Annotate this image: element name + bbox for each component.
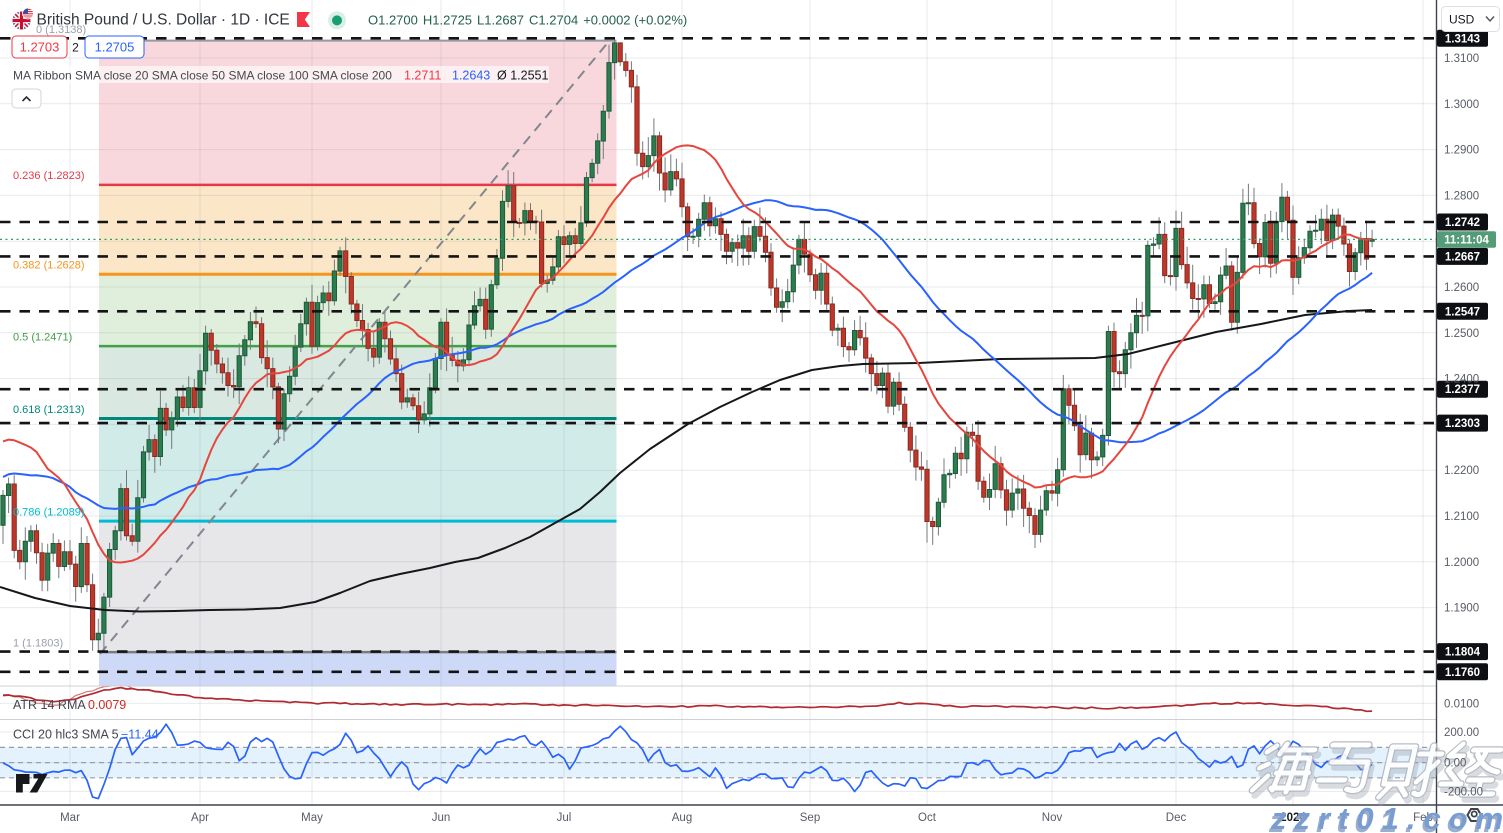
- svg-text:0.00: 0.00: [1444, 758, 1466, 770]
- svg-text:1.2643: 1.2643: [452, 69, 490, 83]
- svg-text:−11.44: −11.44: [121, 728, 159, 742]
- svg-text:1.3100: 1.3100: [1444, 53, 1479, 65]
- svg-text:0.0100: 0.0100: [1444, 698, 1479, 710]
- svg-text:1.2900: 1.2900: [1444, 145, 1479, 157]
- svg-text:1.1760: 1.1760: [1445, 667, 1480, 679]
- svg-text:200.00: 200.00: [1444, 727, 1479, 739]
- svg-text:Sep: Sep: [800, 812, 820, 824]
- svg-text:0.5 (1.2471): 0.5 (1.2471): [13, 332, 72, 344]
- svg-text:0.382 (1.2628): 0.382 (1.2628): [13, 260, 85, 272]
- svg-text:2: 2: [72, 41, 79, 55]
- svg-text:Aug: Aug: [672, 812, 692, 824]
- svg-text:Apr: Apr: [191, 812, 209, 824]
- svg-text:CCI 20 hlc3 SMA 5: CCI 20 hlc3 SMA 5: [13, 728, 119, 742]
- svg-text:zzrt01.com: zzrt01.com: [1268, 804, 1503, 833]
- svg-text:Nov: Nov: [1042, 812, 1063, 824]
- svg-text:Feb: Feb: [1413, 812, 1433, 824]
- svg-text:1.2711: 1.2711: [404, 69, 441, 83]
- svg-text:0 (1.3138): 0 (1.3138): [36, 24, 86, 36]
- svg-text:1.1900: 1.1900: [1444, 603, 1479, 615]
- svg-text:1.2667: 1.2667: [1445, 251, 1480, 263]
- svg-text:1.2200: 1.2200: [1444, 465, 1479, 477]
- svg-text:1.2705: 1.2705: [95, 40, 135, 55]
- svg-text:0.618 (1.2313): 0.618 (1.2313): [13, 404, 85, 416]
- svg-text:May: May: [301, 812, 323, 824]
- svg-text:1.2500: 1.2500: [1444, 328, 1479, 340]
- svg-text:zzrt01.com: zzrt01.com: [1270, 801, 1503, 833]
- svg-text:1.1804: 1.1804: [1445, 647, 1481, 659]
- svg-text:11:11:04: 11:11:04: [1444, 234, 1489, 246]
- svg-text:MA Ribbon SMA close 20 SMA clo: MA Ribbon SMA close 20 SMA close 50 SMA …: [13, 69, 392, 83]
- svg-text:1.2742: 1.2742: [1445, 217, 1480, 229]
- svg-text:Mar: Mar: [60, 812, 80, 824]
- svg-text:1.2547: 1.2547: [1445, 306, 1480, 318]
- svg-text:1.2000: 1.2000: [1444, 557, 1479, 569]
- svg-text:1.2303: 1.2303: [1445, 418, 1480, 430]
- svg-text:1.2377: 1.2377: [1445, 384, 1480, 396]
- svg-text:Jun: Jun: [432, 812, 451, 824]
- svg-text:1.3143: 1.3143: [1445, 33, 1480, 45]
- svg-text:2024: 2024: [1280, 812, 1306, 824]
- svg-text:ATR 14 RMA: ATR 14 RMA: [13, 698, 86, 712]
- svg-text:1 (1.1803): 1 (1.1803): [13, 638, 63, 650]
- svg-text:1.2600: 1.2600: [1444, 282, 1479, 294]
- svg-text:Jul: Jul: [557, 812, 572, 824]
- svg-text:USD: USD: [1449, 13, 1475, 27]
- svg-text:Dec: Dec: [1166, 812, 1187, 824]
- svg-text:-200.00: -200.00: [1444, 786, 1483, 798]
- svg-text:0.786 (1.2089): 0.786 (1.2089): [13, 507, 85, 519]
- svg-text:Oct: Oct: [918, 812, 937, 824]
- svg-text:0.236 (1.2823): 0.236 (1.2823): [13, 170, 85, 182]
- svg-text:1.3000: 1.3000: [1444, 99, 1479, 111]
- svg-text:1.2800: 1.2800: [1444, 190, 1479, 202]
- svg-text:Ø 1.2551: Ø 1.2551: [497, 69, 548, 83]
- svg-text:1.2100: 1.2100: [1444, 511, 1479, 523]
- svg-text:0.0079: 0.0079: [88, 698, 126, 712]
- svg-text:British Pound / U.S. Dollar ·: British Pound / U.S. Dollar · 1D · ICE: [37, 12, 290, 29]
- svg-text:1.2400: 1.2400: [1444, 374, 1479, 386]
- svg-text:1.2703: 1.2703: [20, 40, 60, 55]
